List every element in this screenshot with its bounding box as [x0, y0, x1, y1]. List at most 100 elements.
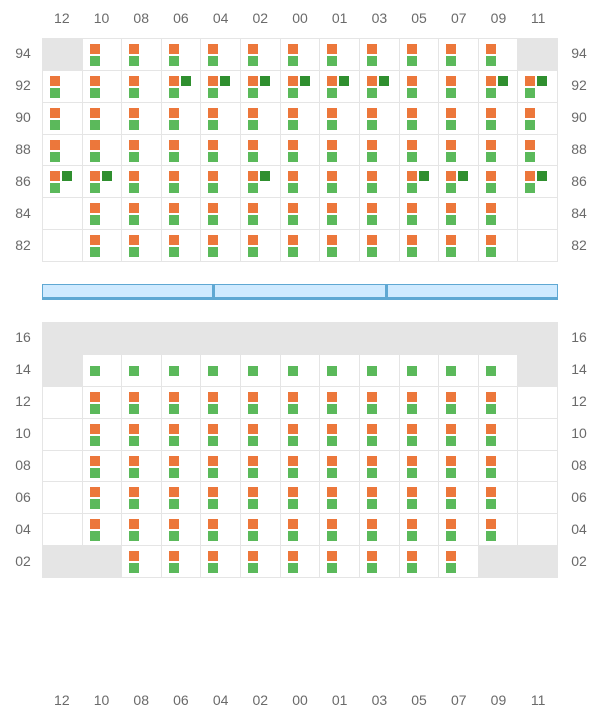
row-label: 94 [12, 45, 34, 61]
marker-greenLight [208, 499, 218, 509]
marker-greenLight [407, 120, 417, 130]
col-label: 06 [171, 10, 191, 26]
grid-cell [439, 482, 478, 513]
marker-orange [327, 140, 337, 150]
grid-cell [122, 71, 161, 102]
marker-orange [486, 456, 496, 466]
marker-orange [129, 392, 139, 402]
marker-greenDark [260, 76, 270, 86]
marker-orange [288, 456, 298, 466]
grid-cell [479, 514, 518, 545]
marker-greenLight [446, 563, 456, 573]
row-label: 82 [12, 237, 34, 253]
marker-greenLight [90, 88, 100, 98]
marker-greenLight [129, 56, 139, 66]
marker-orange [486, 140, 496, 150]
grid-cell [162, 103, 201, 134]
marker-greenLight [169, 531, 179, 541]
col-label: 02 [250, 692, 270, 708]
marker-orange [288, 487, 298, 497]
marker-greenLight [446, 120, 456, 130]
marker-orange [90, 519, 100, 529]
marker-greenLight [208, 152, 218, 162]
marker-orange [208, 171, 218, 181]
marker-orange [288, 392, 298, 402]
marker-greenLight [288, 366, 298, 376]
marker-greenLight [248, 468, 258, 478]
grid-cell [122, 387, 161, 418]
marker-greenLight [288, 120, 298, 130]
marker-greenLight [169, 152, 179, 162]
marker-orange [248, 140, 258, 150]
grid-cell [400, 198, 439, 229]
marker-orange [486, 76, 496, 86]
grid-cell [518, 419, 557, 450]
grid-cell [281, 39, 320, 70]
marker-greenLight [486, 183, 496, 193]
grid-cell [400, 514, 439, 545]
marker-orange [208, 424, 218, 434]
grid-cell [439, 387, 478, 418]
marker-greenLight [367, 183, 377, 193]
grid-cell [479, 451, 518, 482]
marker-orange [446, 44, 456, 54]
marker-greenLight [169, 215, 179, 225]
grid-cell [83, 198, 122, 229]
grid-cell [241, 355, 280, 386]
grid-cell [83, 451, 122, 482]
marker-orange [129, 140, 139, 150]
marker-orange [50, 140, 60, 150]
grid-cell [43, 323, 82, 354]
grid-cell [320, 419, 359, 450]
marker-greenLight [367, 563, 377, 573]
grid-cell [439, 323, 478, 354]
grid-cell [162, 514, 201, 545]
marker-greenLight [129, 531, 139, 541]
marker-greenLight [327, 436, 337, 446]
marker-orange [129, 487, 139, 497]
marker-greenLight [407, 183, 417, 193]
grid-cell [162, 546, 201, 577]
grid-cell [439, 230, 478, 261]
marker-orange [208, 76, 218, 86]
grid-cell [360, 230, 399, 261]
marker-orange [367, 171, 377, 181]
marker-orange [327, 392, 337, 402]
marker-orange [50, 76, 60, 86]
row-label: 90 [12, 109, 34, 125]
grid-cell [320, 323, 359, 354]
col-label: 01 [330, 10, 350, 26]
row-label: 90 [568, 109, 590, 125]
marker-orange [327, 203, 337, 213]
grid-cell [43, 230, 82, 261]
grid-cell [439, 135, 478, 166]
col-label: 01 [330, 692, 350, 708]
marker-greenLight [129, 366, 139, 376]
marker-orange [169, 519, 179, 529]
row-label: 88 [12, 141, 34, 157]
grid-cell [400, 482, 439, 513]
marker-orange [486, 203, 496, 213]
grid-cell [479, 71, 518, 102]
grid-cell [241, 103, 280, 134]
grid-cell [83, 71, 122, 102]
marker-greenLight [367, 247, 377, 257]
marker-greenLight [486, 404, 496, 414]
marker-greenLight [327, 215, 337, 225]
grid-cell [479, 103, 518, 134]
marker-greenLight [327, 120, 337, 130]
grid-cell [122, 419, 161, 450]
marker-greenLight [169, 247, 179, 257]
marker-greenLight [169, 436, 179, 446]
row-label: 84 [12, 205, 34, 221]
grid-cell [43, 387, 82, 418]
marker-orange [327, 551, 337, 561]
row-label: 16 [568, 329, 590, 345]
grid-cell [83, 419, 122, 450]
row-label: 08 [568, 457, 590, 473]
grid-cell [518, 482, 557, 513]
marker-greenLight [407, 247, 417, 257]
grid-cell [162, 71, 201, 102]
grid-cell [201, 419, 240, 450]
marker-orange [90, 108, 100, 118]
